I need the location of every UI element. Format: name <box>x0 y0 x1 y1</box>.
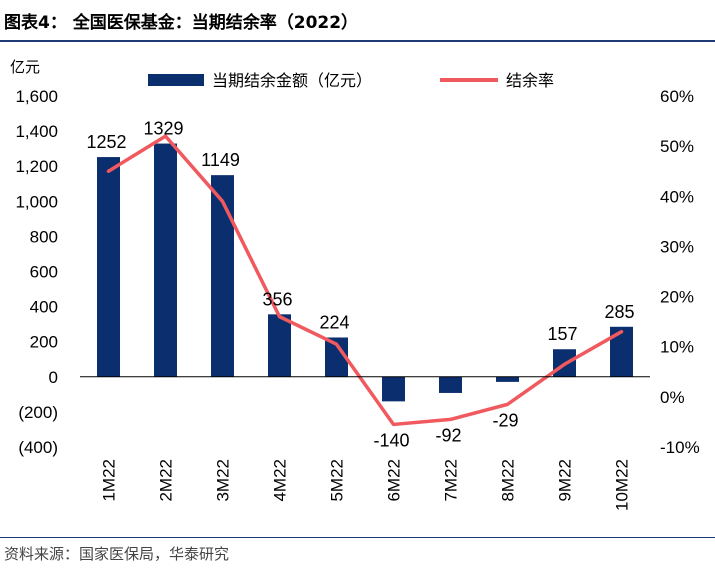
rate-point-2M22 <box>165 135 166 137</box>
y-right-tick-label: 50% <box>660 137 694 156</box>
rate-point-6M22 <box>393 423 394 425</box>
bar-2M22 <box>154 143 177 377</box>
source-note: 资料来源：国家医保局，华泰研究 <box>4 545 230 563</box>
y-left-tick-label: 200 <box>30 333 58 352</box>
x-tick-label: 10M22 <box>613 459 632 511</box>
bar-1M22 <box>97 157 120 377</box>
legend-bar-swatch <box>148 74 204 86</box>
y-left-tick-label: 0 <box>49 368 58 387</box>
x-tick-label: 9M22 <box>556 459 575 502</box>
y-left-tick-label: 800 <box>30 227 58 246</box>
legend-line-label: 结余率 <box>506 71 554 90</box>
bar-10M22 <box>610 326 633 377</box>
y-right-tick-label: 40% <box>660 187 694 206</box>
y-left-tick-label: 400 <box>30 298 58 317</box>
bar-3M22 <box>211 175 234 377</box>
title-divider <box>0 40 715 42</box>
x-tick-label: 4M22 <box>271 459 290 502</box>
bar-data-label: -92 <box>435 425 461 445</box>
y-right-tick-label: -10% <box>660 438 700 457</box>
chart-title: 图表4： 全国医保基金：当期结余率（2022） <box>4 13 359 33</box>
bar-data-label: 1252 <box>86 132 126 152</box>
bar-data-label: 157 <box>547 324 577 344</box>
bar-4M22 <box>268 314 291 377</box>
y-right-tick-label: 0% <box>660 388 685 407</box>
bar-data-label: 1149 <box>201 150 240 170</box>
bar-data-label: 285 <box>604 302 634 322</box>
y-left-tick-label: 1,400 <box>15 122 58 141</box>
rate-point-3M22 <box>222 200 223 202</box>
bar-data-label: 1329 <box>143 119 183 139</box>
rate-point-8M22 <box>507 403 508 405</box>
y-right-tick-label: 10% <box>660 338 694 357</box>
bar-data-label: -29 <box>492 410 518 430</box>
x-tick-label: 8M22 <box>499 459 518 502</box>
bar-7M22 <box>439 376 462 393</box>
legend-bar-label: 当期结余金额（亿元） <box>212 71 372 90</box>
y-left-tick-label: 600 <box>30 263 58 282</box>
bar-8M22 <box>496 376 519 382</box>
x-tick-label: 1M22 <box>100 459 119 502</box>
y-right-tick-label: 60% <box>660 87 694 106</box>
bar-5M22 <box>325 337 348 377</box>
x-tick-label: 2M22 <box>157 459 176 502</box>
source-divider <box>0 537 715 538</box>
y-right-tick-label: 20% <box>660 288 694 307</box>
rate-line <box>106 134 624 427</box>
bar-6M22 <box>382 376 405 402</box>
x-tick-label: 6M22 <box>385 459 404 502</box>
y-left-tick-label: 1,600 <box>15 87 58 106</box>
bar-data-label: -140 <box>373 430 409 450</box>
y-left-tick-label: 1,000 <box>15 192 58 211</box>
bar-data-label: 356 <box>262 289 292 309</box>
rate-point-10M22 <box>621 331 622 333</box>
y-left-tick-label: (200) <box>18 403 58 422</box>
x-tick-label: 3M22 <box>214 459 233 502</box>
y-left-tick-label: (400) <box>18 438 58 457</box>
y-left-tick-label: 1,200 <box>15 157 58 176</box>
rate-point-1M22 <box>108 170 109 172</box>
rate-point-4M22 <box>279 316 280 318</box>
bar-data-label: 224 <box>319 312 349 332</box>
y-right-tick-label: 30% <box>660 237 694 256</box>
x-tick-label: 5M22 <box>328 459 347 502</box>
rate-point-7M22 <box>450 418 451 420</box>
rate-point-9M22 <box>564 363 565 365</box>
x-tick-label: 7M22 <box>442 459 461 502</box>
y-left-unit-label: 亿元 <box>10 58 40 76</box>
rate-point-5M22 <box>336 343 337 345</box>
